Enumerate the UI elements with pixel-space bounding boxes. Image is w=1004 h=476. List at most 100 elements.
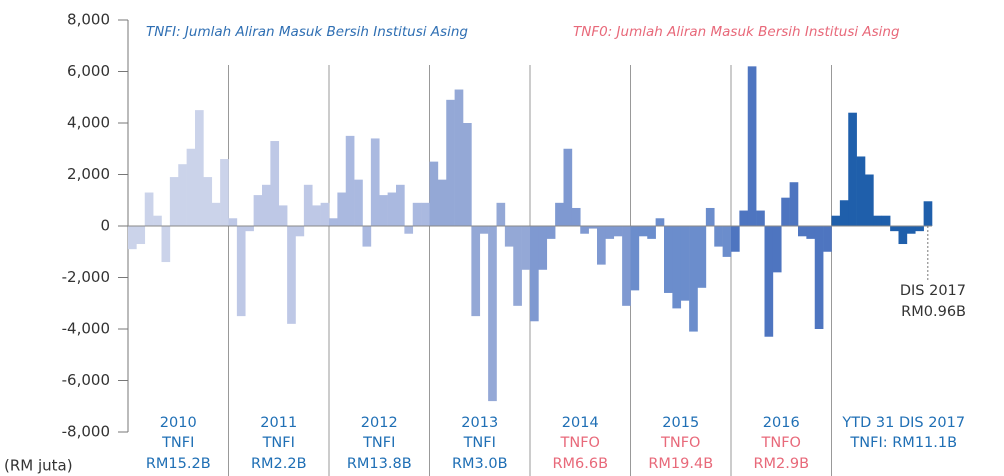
bar: [546, 226, 556, 239]
annotation: DIS 2017: [900, 283, 966, 299]
bar: [220, 159, 229, 226]
bar: [488, 226, 497, 402]
bar: [278, 205, 288, 226]
bar: [153, 215, 162, 226]
bar: [169, 177, 179, 226]
bar: [672, 226, 682, 309]
bar: [839, 200, 849, 226]
bar: [387, 192, 397, 226]
group-flow: TNFO: [761, 435, 801, 451]
y-tick-label: 8,000: [67, 11, 110, 29]
group-flow: TNFI: [262, 435, 295, 451]
bar: [454, 89, 464, 227]
bar: [647, 226, 656, 239]
bar: [865, 174, 874, 226]
bar: [622, 226, 631, 306]
group-year: 2011: [260, 415, 297, 431]
bar: [605, 226, 615, 239]
y-tick-label: 2,000: [67, 165, 110, 183]
bar: [245, 226, 254, 232]
bar: [831, 215, 841, 226]
bar: [823, 226, 832, 252]
bar: [370, 138, 380, 226]
bar: [898, 226, 908, 245]
bar: [513, 226, 522, 306]
group-year: 2012: [361, 415, 398, 431]
bar: [756, 210, 765, 226]
bar: [128, 226, 137, 250]
bar: [437, 179, 447, 226]
bar: [906, 226, 916, 234]
bar: [404, 226, 414, 234]
bar: [789, 182, 799, 226]
bar: [597, 226, 606, 265]
bar: [396, 184, 405, 226]
bar: [236, 226, 246, 317]
bar: [705, 207, 715, 226]
bar: [714, 226, 723, 247]
bar: [555, 202, 564, 226]
bar: [446, 99, 455, 226]
bar: [421, 202, 430, 226]
group-flow: TNFI: [161, 435, 194, 451]
bar: [806, 226, 816, 239]
bar: [362, 226, 372, 247]
bar: [329, 218, 338, 226]
bar: [429, 161, 439, 226]
annotation: RM0.96B: [901, 304, 966, 320]
bar: [689, 226, 698, 332]
bar: [538, 226, 548, 270]
group-year: 2016: [763, 415, 800, 431]
bar: [680, 226, 690, 301]
bar: [303, 184, 313, 226]
bar: [580, 226, 589, 234]
group-amount: RM19.4B: [648, 456, 713, 472]
group-year: 2013: [461, 415, 498, 431]
y-tick-label: -4,000: [62, 320, 110, 338]
group-amount: RM6.6B: [552, 456, 608, 472]
y-tick-label: 0: [100, 217, 110, 235]
bar: [563, 148, 573, 226]
bar: [136, 226, 146, 245]
bar: [881, 215, 891, 226]
bar: [588, 226, 598, 229]
bar: [144, 192, 154, 226]
y-tick-label: 4,000: [67, 114, 110, 132]
group-amount: RM13.8B: [347, 456, 412, 472]
group-amount: RM2.9B: [753, 456, 809, 472]
group-amount: RM3.0B: [452, 456, 508, 472]
bar: [161, 226, 171, 263]
bar: [337, 192, 347, 226]
legend-entry: TNFI: Jumlah Aliran Masuk Bersih Institu…: [146, 24, 468, 40]
y-tick-label: 6,000: [67, 62, 110, 80]
bar: [521, 226, 531, 270]
bar: [697, 226, 707, 288]
bar: [848, 112, 857, 226]
y-tick-label: -6,000: [62, 371, 110, 389]
bar: [186, 148, 196, 226]
bar: [354, 179, 363, 226]
bar: [798, 226, 807, 237]
bar: [613, 226, 623, 237]
bar: [345, 135, 355, 226]
bar: [781, 197, 790, 226]
legend-entry: TNF0: Jumlah Aliran Masuk Bersih Institu…: [573, 24, 900, 40]
bar: [203, 177, 213, 226]
bar: [530, 226, 539, 322]
bar: [856, 156, 866, 226]
group-year: YTD 31 DIS 2017: [841, 415, 965, 431]
group-amount: RM15.2B: [146, 456, 211, 472]
bar: [379, 195, 388, 226]
bar: [655, 218, 665, 226]
group-year: 2014: [562, 415, 599, 431]
bar: [178, 164, 187, 226]
bar: [923, 201, 933, 226]
bar: [211, 202, 221, 226]
bar: [463, 123, 472, 226]
bar: [504, 226, 514, 247]
bar: [814, 226, 824, 329]
bar: [664, 226, 673, 293]
bar: [412, 202, 422, 226]
bar: [764, 226, 774, 337]
